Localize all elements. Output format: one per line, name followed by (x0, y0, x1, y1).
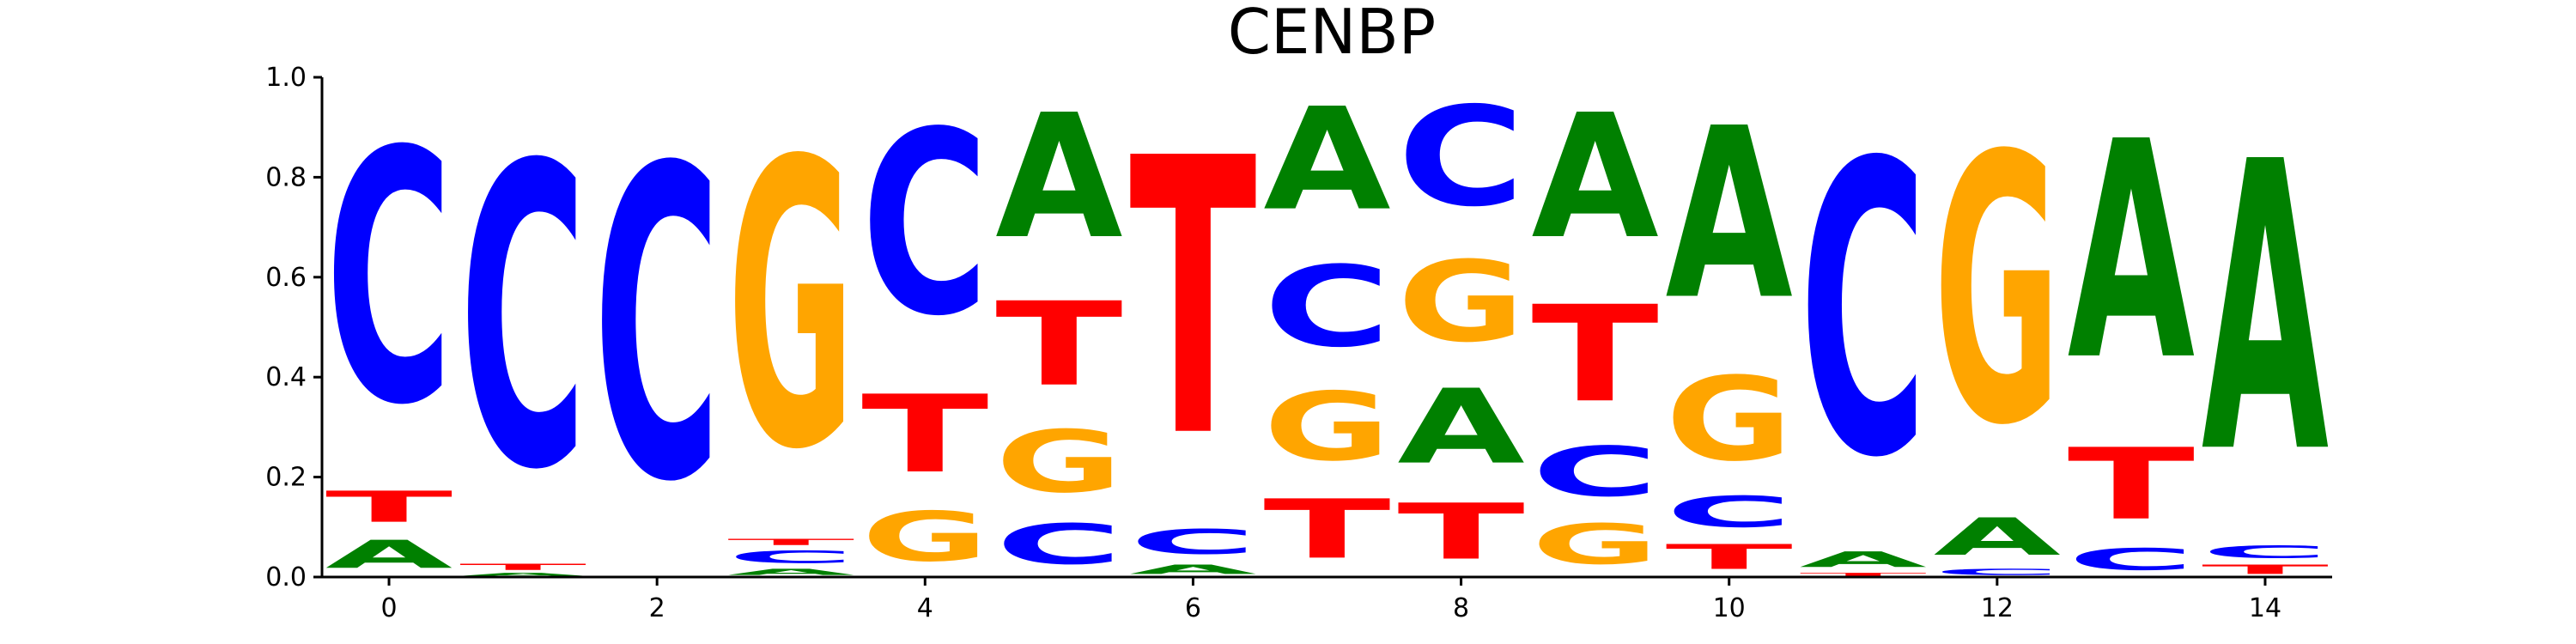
chart-title: CENBP (1228, 0, 1436, 68)
logo-letter-A: A (1532, 79, 1659, 277)
logo-letter-T: T (1263, 482, 1390, 577)
logo-letter-G: G (1263, 373, 1390, 483)
logo-letter-A: A (1263, 78, 1390, 242)
logo-letter-C: C (593, 78, 720, 575)
logo-letter-T: T (1129, 79, 1257, 521)
x-tick-label: 14 (2249, 593, 2281, 623)
logo-letter-G: G (1666, 352, 1793, 487)
logo-letter-T: T (2202, 562, 2329, 577)
logo-letter-C: C (1666, 487, 1793, 537)
logo-letter-T: T (1666, 538, 1793, 577)
logo-letter-T: T (995, 277, 1122, 412)
logo-letter-A: A (325, 532, 453, 577)
logo-letter-C: C (1532, 433, 1659, 513)
y-tick-label: 1.0 (265, 63, 307, 93)
logo-letter-A: A (727, 567, 854, 577)
logo-letter-C: C (1934, 567, 2061, 577)
y-tick-label: 0.0 (265, 562, 307, 592)
x-tick-label: 2 (649, 593, 665, 623)
logo-letter-A: A (1129, 562, 1256, 577)
logo-letter-G: G (1397, 238, 1524, 368)
logo-letter-T: T (861, 373, 988, 497)
logo-letter-T: T (2068, 428, 2195, 542)
logo-letter-C: C (1129, 522, 1256, 562)
logo-letter-A: A (1934, 507, 2062, 567)
logo-letter-C: C (2202, 542, 2329, 562)
y-tick-label: 0.6 (265, 263, 307, 293)
logo-letter-T: T (1532, 278, 1659, 432)
logo-letter-C: C (325, 79, 453, 482)
logo-letter-C: C (1800, 78, 1927, 545)
logo-letter-T: T (1397, 488, 1524, 577)
logo-letter-A: A (1397, 368, 1524, 487)
x-tick-label: 8 (1453, 593, 1469, 623)
logo-letter-A: A (1800, 547, 1928, 572)
logo-letter-T: T (459, 562, 586, 573)
logo-letter-C: C (727, 547, 854, 567)
logo-letter-A: A (2068, 79, 2196, 427)
y-tick-label: 0.2 (265, 463, 307, 493)
logo-letter-A: A (995, 79, 1122, 277)
logo-letter-C: C (1263, 243, 1390, 372)
logo-letter-C: C (995, 513, 1122, 577)
logo-letter-C: C (459, 80, 586, 562)
logo-letter-C: C (2068, 542, 2195, 577)
logo-letter-G: G (861, 497, 988, 577)
logo-letter-T: T (325, 483, 453, 532)
x-tick-label: 6 (1185, 593, 1201, 623)
logo-letter-T: T (727, 538, 854, 548)
y-ticks: 0.0 0.2 0.4 0.6 0.8 1.0 (265, 63, 322, 592)
x-tick-label: 0 (380, 593, 397, 623)
logo-letter-G: G (1532, 512, 1659, 576)
logo-letter-A: A (1666, 78, 1793, 352)
logo-letter-A: A (459, 572, 586, 577)
logo-letter-C: C (861, 79, 988, 372)
logo-letter-T: T (1800, 572, 1927, 577)
logo-letter-G: G (727, 79, 854, 537)
logo-letter-A: A (2202, 79, 2330, 541)
x-tick-label: 10 (1713, 593, 1746, 623)
x-ticks: 0 2 4 6 8 10 12 14 (380, 577, 2281, 623)
x-tick-label: 12 (1981, 593, 2014, 623)
y-tick-label: 0.4 (265, 362, 307, 392)
x-tick-label: 4 (917, 593, 933, 623)
logo-letter-C: C (1397, 77, 1524, 237)
y-tick-label: 0.8 (265, 162, 307, 192)
logo-letter-G: G (995, 413, 1122, 512)
logo-letter-G: G (1934, 79, 2061, 507)
